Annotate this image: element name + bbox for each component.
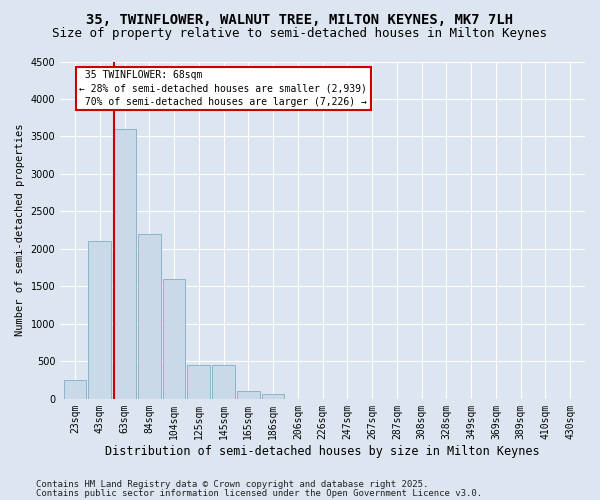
Bar [212,365,235,399]
Bar [237,392,260,399]
Y-axis label: Number of semi-detached properties: Number of semi-detached properties [15,124,25,336]
Text: 35 TWINFLOWER: 68sqm
← 28% of semi-detached houses are smaller (2,939)
 70% of s: 35 TWINFLOWER: 68sqm ← 28% of semi-detac… [79,70,367,107]
Text: 35, TWINFLOWER, WALNUT TREE, MILTON KEYNES, MK7 7LH: 35, TWINFLOWER, WALNUT TREE, MILTON KEYN… [86,12,514,26]
X-axis label: Distribution of semi-detached houses by size in Milton Keynes: Distribution of semi-detached houses by … [105,444,540,458]
Bar [113,129,136,399]
Bar [88,242,111,399]
Text: Size of property relative to semi-detached houses in Milton Keynes: Size of property relative to semi-detach… [53,28,548,40]
Bar [163,279,185,399]
Bar [138,234,161,399]
Text: Contains HM Land Registry data © Crown copyright and database right 2025.: Contains HM Land Registry data © Crown c… [36,480,428,489]
Bar [187,365,210,399]
Text: Contains public sector information licensed under the Open Government Licence v3: Contains public sector information licen… [36,488,482,498]
Bar [64,380,86,399]
Bar [262,394,284,399]
